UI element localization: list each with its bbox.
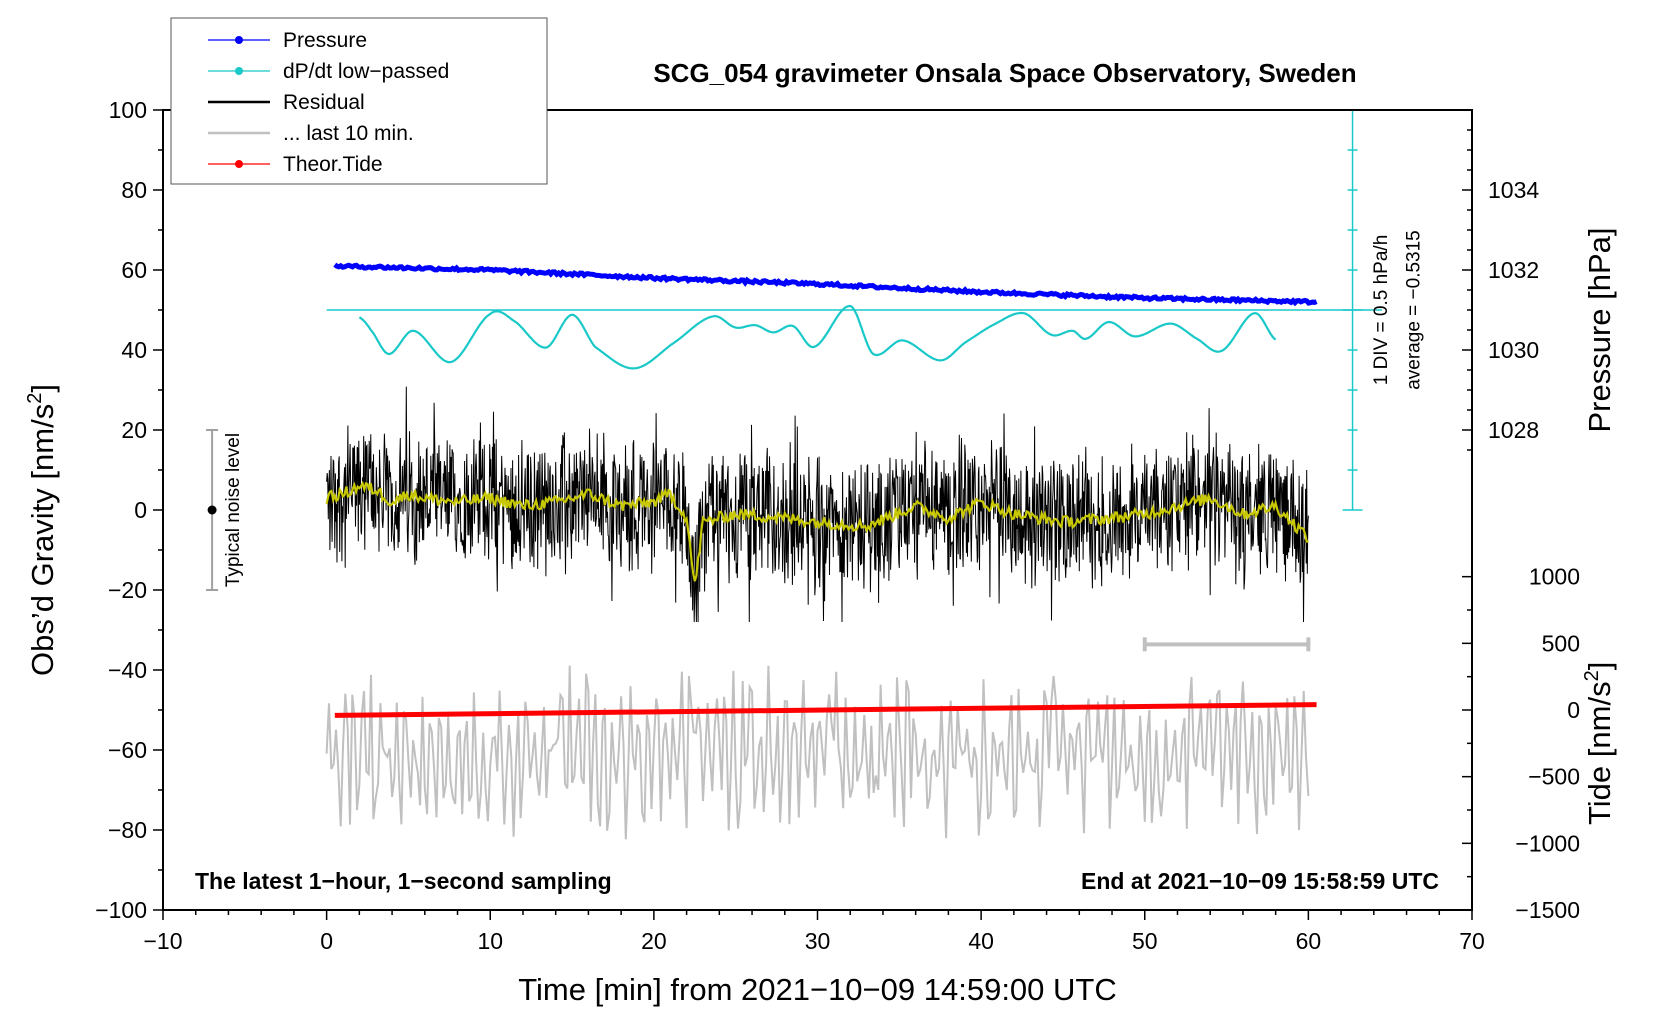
noise-level-label: Typical noise level	[223, 433, 244, 587]
legend-label: ... last 10 min.	[283, 122, 414, 145]
chart-title: SCG_054 gravimeter Onsala Space Observat…	[653, 58, 1356, 88]
y-tick-label: 20	[121, 417, 147, 443]
y-tick-label: −80	[108, 817, 147, 843]
x-tick-label: 10	[477, 928, 503, 954]
residual-smoothed-line	[325, 480, 1309, 582]
scale-annotation-div: 1 DIV = 0.5 hPa/h	[1371, 235, 1392, 386]
tide-tick-label: 0	[1567, 697, 1580, 723]
y-axis-ticks: −100 −80 −60 −40 −20 0 20 40 60 80 100	[95, 97, 163, 923]
tide-tick-label: 500	[1542, 630, 1580, 656]
last-10-min-bar	[1142, 637, 1311, 652]
x-tick-label: 50	[1132, 928, 1158, 954]
sampling-note: The latest 1−hour, 1−second sampling	[195, 868, 612, 894]
end-time-note: End at 2021−10−09 15:58:59 UTC	[1081, 868, 1439, 894]
y-tick-label: 80	[121, 177, 147, 203]
scale-annotation-average: average = −0.5315	[1404, 230, 1425, 390]
legend-marker	[235, 67, 243, 75]
pressure-tick-label: 1034	[1488, 177, 1539, 203]
x-tick-label: 70	[1459, 928, 1485, 954]
legend-label: Pressure	[283, 29, 367, 52]
pressure-tick-label: 1030	[1488, 337, 1539, 363]
last-10-min-line	[325, 665, 1310, 840]
pressure-axis-ticks: 1028 1030 1032 1034	[1462, 129, 1539, 451]
x-tick-label: 20	[641, 928, 667, 954]
tide-axis-ticks: −1500 −1000 −500 0 500 1000	[1462, 564, 1580, 923]
tide-tick-label: 1000	[1529, 564, 1580, 590]
pressure-tick-label: 1032	[1488, 257, 1539, 283]
y-tick-label: −40	[108, 657, 147, 683]
x-tick-label: 60	[1296, 928, 1322, 954]
y-tick-label: 100	[109, 97, 147, 123]
x-tick-label: 30	[805, 928, 831, 954]
x-axis-ticks: −10 0 10 20 30 40 50 60 70	[143, 910, 1485, 954]
y-axis-label: Obs’d Gravity [nm/s2]	[24, 384, 60, 676]
tide-tick-label: −500	[1528, 764, 1580, 790]
y-tick-label: −20	[108, 577, 147, 603]
y-tick-label: −100	[95, 897, 147, 923]
tide-axis-label: Tide [nm/s2]	[1581, 662, 1617, 825]
y-tick-label: −60	[108, 737, 147, 763]
residual-line	[326, 386, 1309, 623]
theor-tide-line	[334, 702, 1317, 718]
x-tick-label: 40	[968, 928, 994, 954]
legend: Pressure dP/dt low−passed Residual ... last…	[170, 17, 548, 185]
residual-series	[326, 386, 1309, 623]
y-tick-label: 60	[121, 257, 147, 283]
legend-marker	[235, 36, 243, 44]
x-tick-label: 0	[320, 928, 333, 954]
pressure-tick-label: 1028	[1488, 417, 1539, 443]
y-tick-label: 40	[121, 337, 147, 363]
legend-marker	[235, 160, 243, 168]
tide-tick-label: −1000	[1515, 830, 1580, 856]
pressure-axis-label: Pressure [hPa]	[1582, 227, 1617, 432]
pressure-line	[333, 262, 1318, 307]
noise-level-bar	[206, 429, 219, 591]
legend-label: Theor.Tide	[283, 153, 383, 176]
dpdt-line	[358, 304, 1277, 370]
last-10-min-series	[325, 665, 1310, 840]
noise-level-center	[207, 505, 217, 515]
x-tick-label: −10	[143, 928, 182, 954]
legend-label: Residual	[283, 91, 365, 114]
legend-label: dP/dt low−passed	[283, 60, 449, 83]
x-axis-label: Time [min] from 2021−10−09 14:59:00 UTC	[518, 972, 1117, 1007]
tide-tick-label: −1500	[1515, 897, 1580, 923]
y-tick-label: 0	[134, 497, 147, 523]
